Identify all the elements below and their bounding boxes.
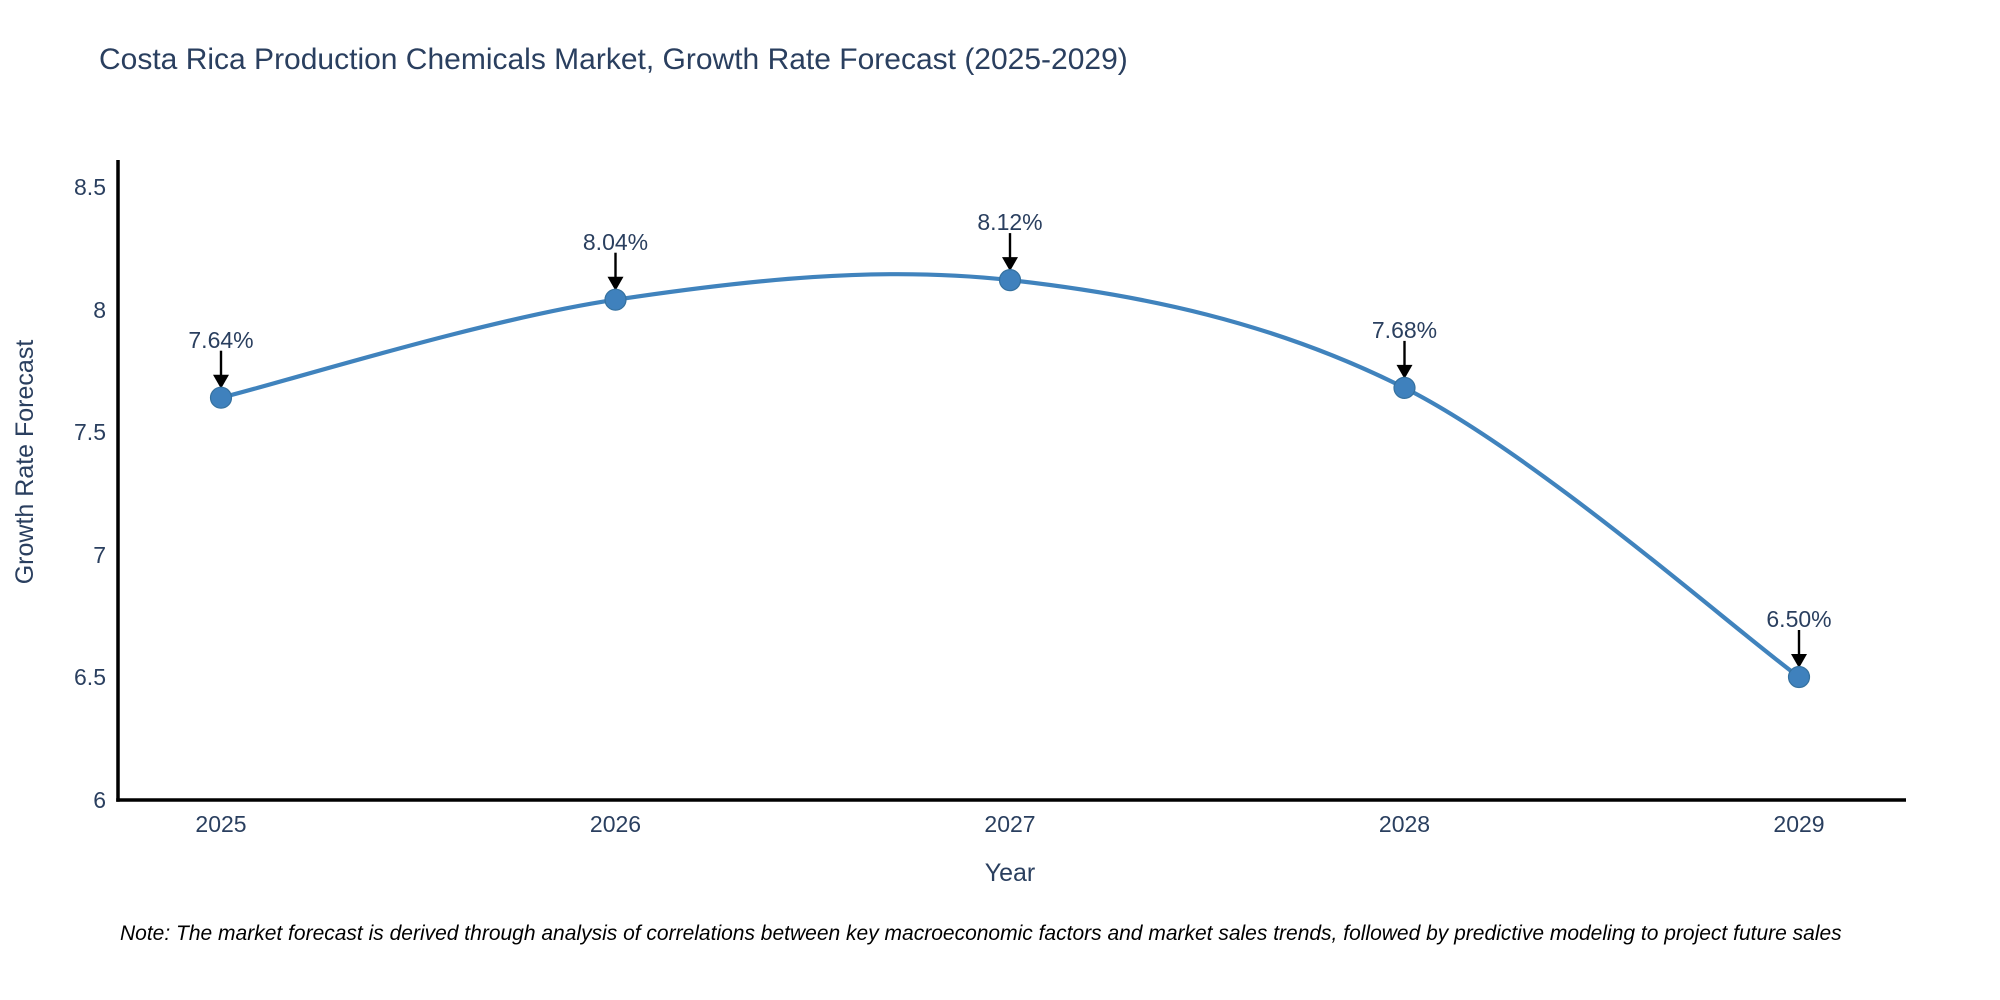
data-point-marker [604,288,627,311]
annotation-arrow-head [1791,654,1807,668]
point-annotation: 8.12% [977,209,1043,236]
data-point-marker [209,386,233,409]
annotation-arrow-head [1396,364,1413,379]
annotation-arrow-head [607,276,624,291]
data-point-marker [1787,665,1811,689]
point-annotation: 8.04% [582,228,649,255]
point-annotation: 7.64% [188,326,254,353]
x-tick-label: 2028 [1378,811,1431,837]
chart-title: Costa Rica Production Chemicals Market, … [99,43,1128,76]
data-point-marker [998,269,1022,292]
annotation-arrow-head [213,374,229,389]
y-tick-label: 7.5 [74,419,106,445]
x-tick-label: 2026 [589,811,642,837]
forecast-line [218,272,1802,680]
x-tick-label: 2025 [195,811,247,837]
footnote: Note: The market forecast is derived thr… [120,922,1842,945]
y-tick-label: 7 [93,541,106,568]
annotation-arrow-head [1002,257,1018,272]
y-tick-label: 6.5 [74,664,106,690]
x-tick-label: 2027 [984,811,1036,837]
point-annotation: 7.68% [1371,316,1438,343]
y-tick-label: 6 [93,786,106,813]
y-tick-label: 8.5 [74,174,106,200]
x-axis-title: Year [984,859,1036,887]
data-point-marker [1393,376,1416,399]
y-tick-label: 8 [93,296,106,323]
x-tick-label: 2029 [1773,811,1825,837]
y-axis-title: Growth Rate Forecast [11,339,39,585]
point-annotation: 6.50% [1766,606,1832,632]
